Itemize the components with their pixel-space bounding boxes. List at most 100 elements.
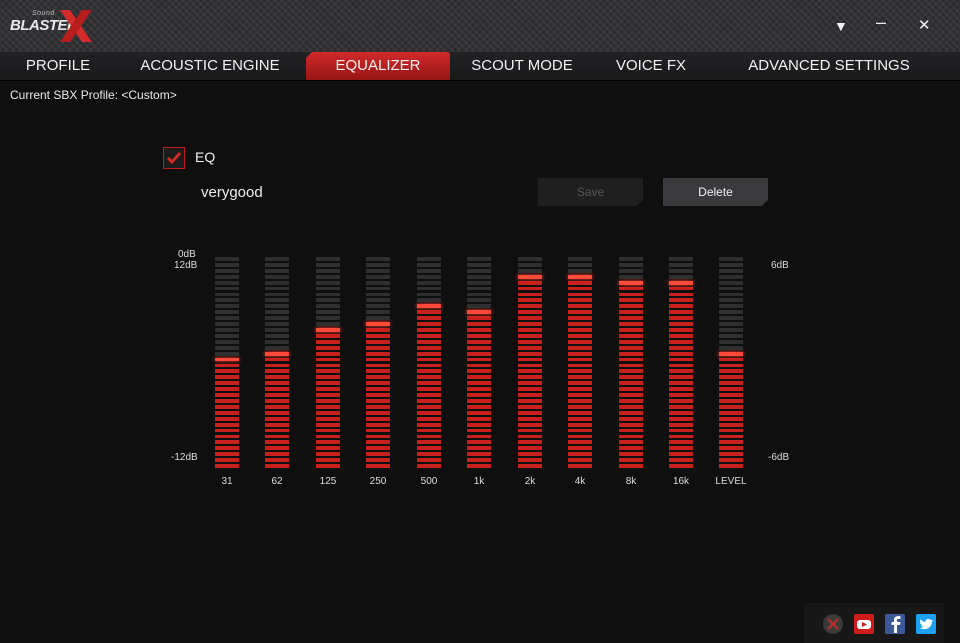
eq-segment [316,399,340,403]
eq-segment [417,345,441,350]
eq-segment [265,316,289,321]
eq-segment [215,328,239,332]
eq-segment [366,363,390,368]
eq-segment [366,286,390,291]
eq-segment [316,310,340,315]
eq-segment [265,298,289,303]
eq-segment [316,280,340,285]
tab-scout-mode[interactable]: SCOUT MODE [471,57,573,74]
eq-checkbox[interactable] [163,147,185,169]
eq-segment [366,262,390,267]
eq-segment [366,428,390,433]
freq-label-16k: 16k [672,476,690,487]
eq-band-500[interactable] [417,256,441,469]
eq-segment [669,452,693,457]
eq-segment [669,458,693,463]
eq-segment [619,393,643,397]
eq-band-8k[interactable] [619,256,643,469]
eq-segment [568,286,592,291]
eq-segment [669,399,693,403]
eq-segment [316,351,340,356]
close-button[interactable]: ✕ [918,17,931,34]
eq-segment [417,328,441,332]
eq-segment [265,375,289,380]
eq-segment [265,280,289,285]
eq-segment [719,322,743,326]
eq-segment [417,310,441,315]
eq-segment [619,286,643,291]
freq-label-62: 62 [271,476,283,487]
eq-segment [568,369,592,374]
eq-segment [669,333,693,338]
eq-segment [518,404,542,409]
eq-band-125[interactable] [316,256,340,469]
eq-segment [467,404,491,409]
creative-icon[interactable] [822,613,844,635]
delete-button[interactable]: Delete [663,178,768,206]
eq-segment [619,399,643,403]
eq-band-level[interactable] [719,256,743,469]
eq-band-62[interactable] [265,256,289,469]
eq-segment [467,286,491,291]
tab-profile[interactable]: PROFILE [25,57,91,74]
eq-segment [467,316,491,321]
eq-segment [265,428,289,433]
eq-band-2k[interactable] [518,256,542,469]
tab-acoustic-engine[interactable]: ACOUSTIC ENGINE [140,57,280,74]
save-button[interactable]: Save [538,178,643,206]
eq-segment [366,328,390,332]
eq-segment [366,422,390,427]
eq-band-4k[interactable] [568,256,592,469]
eq-segment [417,422,441,427]
tab-equalizer[interactable]: EQUALIZER [306,52,450,80]
tab-advanced-settings[interactable]: ADVANCED SETTINGS [748,57,910,74]
scale-label-minus6db: -6dB [768,452,790,463]
facebook-icon[interactable] [884,613,906,635]
eq-segment [518,286,542,291]
eq-segment [719,257,743,261]
eq-segment [265,440,289,445]
eq-segment [316,257,340,261]
eq-segment [619,434,643,439]
eq-segment [215,322,239,326]
tab-voice-fx[interactable]: VOICE FX [615,57,686,74]
eq-segment [719,357,743,362]
eq-segment [568,375,592,380]
eq-segment [417,458,441,463]
eq-band-31[interactable] [215,256,239,469]
eq-segment [518,333,542,338]
eq-segment [417,404,441,409]
eq-segment [265,458,289,463]
eq-band-250[interactable] [366,256,390,469]
eq-segment [669,393,693,397]
logo-x-mark [60,10,92,42]
eq-segment [316,410,340,415]
freq-label-250: 250 [369,476,387,487]
eq-segment [568,262,592,267]
eq-segment [518,339,542,344]
eq-segment [316,322,340,326]
eq-segment [719,387,743,392]
eq-segment [265,464,289,468]
twitter-icon[interactable] [915,613,937,635]
eq-segment [619,422,643,427]
eq-segment [619,345,643,350]
eq-checkbox-label: EQ [195,149,216,165]
eq-segment [719,393,743,397]
eq-segment [417,286,441,291]
minimize-button[interactable]: – [876,12,887,32]
menu-dropdown-icon[interactable]: ▼ [834,18,848,34]
eq-band-16k[interactable] [669,256,693,469]
eq-band-1k[interactable] [467,256,491,469]
eq-segment [518,452,542,457]
eq-segment [417,375,441,380]
youtube-icon[interactable] [853,613,875,635]
eq-segment [518,357,542,362]
eq-segment [619,363,643,368]
eq-segment [669,316,693,321]
eq-segment [669,428,693,433]
eq-segment [619,410,643,415]
eq-segment [719,339,743,344]
eq-segment [619,416,643,421]
eq-segment [467,322,491,326]
